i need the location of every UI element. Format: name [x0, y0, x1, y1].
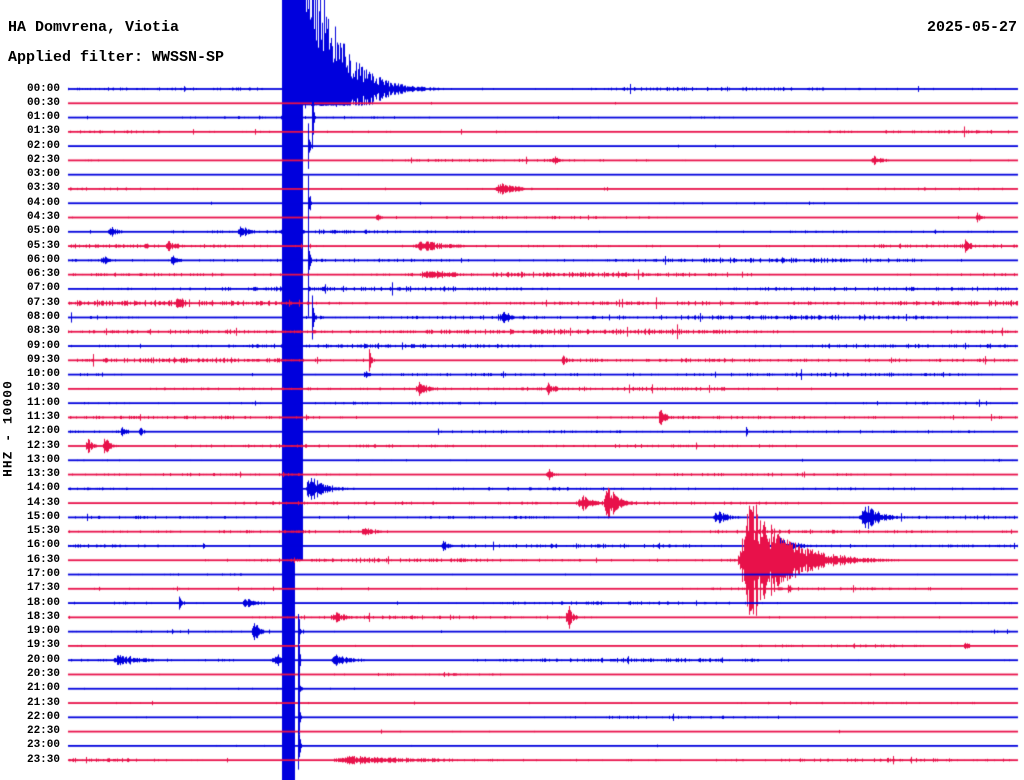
- time-label: 00:00: [26, 82, 60, 95]
- time-label: 09:00: [26, 339, 60, 352]
- time-label: 22:30: [26, 725, 60, 738]
- time-label: 11:00: [26, 396, 60, 409]
- time-label: 12:00: [26, 425, 60, 438]
- time-label: 14:30: [26, 496, 60, 509]
- time-label: 17:00: [26, 568, 60, 581]
- time-label: 23:00: [26, 739, 60, 752]
- time-label: 15:00: [26, 510, 60, 523]
- time-label: 14:00: [26, 482, 60, 495]
- time-label: 02:00: [26, 139, 60, 152]
- time-label: 18:00: [26, 596, 60, 609]
- time-label: 00:30: [26, 96, 60, 109]
- time-label: 16:30: [26, 553, 60, 566]
- time-label: 10:30: [26, 382, 60, 395]
- time-label: 10:00: [26, 368, 60, 381]
- time-label: 21:00: [26, 682, 60, 695]
- time-label: 22:00: [26, 710, 60, 723]
- time-label: 03:30: [26, 182, 60, 195]
- time-label: 04:00: [26, 196, 60, 209]
- time-label: 17:30: [26, 582, 60, 595]
- time-label: 13:30: [26, 468, 60, 481]
- time-label: 21:30: [26, 696, 60, 709]
- time-label: 01:00: [26, 111, 60, 124]
- time-label: 11:30: [26, 410, 60, 423]
- time-label: 05:30: [26, 239, 60, 252]
- time-label: 20:30: [26, 667, 60, 680]
- time-label: 08:00: [26, 310, 60, 323]
- time-label: 09:30: [26, 353, 60, 366]
- time-label: 06:30: [26, 268, 60, 281]
- time-label: 15:30: [26, 525, 60, 538]
- time-label: 07:30: [26, 296, 60, 309]
- time-label: 18:30: [26, 610, 60, 623]
- time-label: 13:00: [26, 453, 60, 466]
- time-label: 04:30: [26, 211, 60, 224]
- time-label: 23:30: [26, 753, 60, 766]
- time-label: 06:00: [26, 253, 60, 266]
- time-label: 02:30: [26, 153, 60, 166]
- time-label: 08:30: [26, 325, 60, 338]
- time-label: 20:00: [26, 653, 60, 666]
- time-label: 07:00: [26, 282, 60, 295]
- time-label: 01:30: [26, 125, 60, 138]
- time-label: 12:30: [26, 439, 60, 452]
- time-label: 19:30: [26, 639, 60, 652]
- time-label: 05:00: [26, 225, 60, 238]
- time-label: 19:00: [26, 625, 60, 638]
- time-label: 16:00: [26, 539, 60, 552]
- time-label: 03:00: [26, 168, 60, 181]
